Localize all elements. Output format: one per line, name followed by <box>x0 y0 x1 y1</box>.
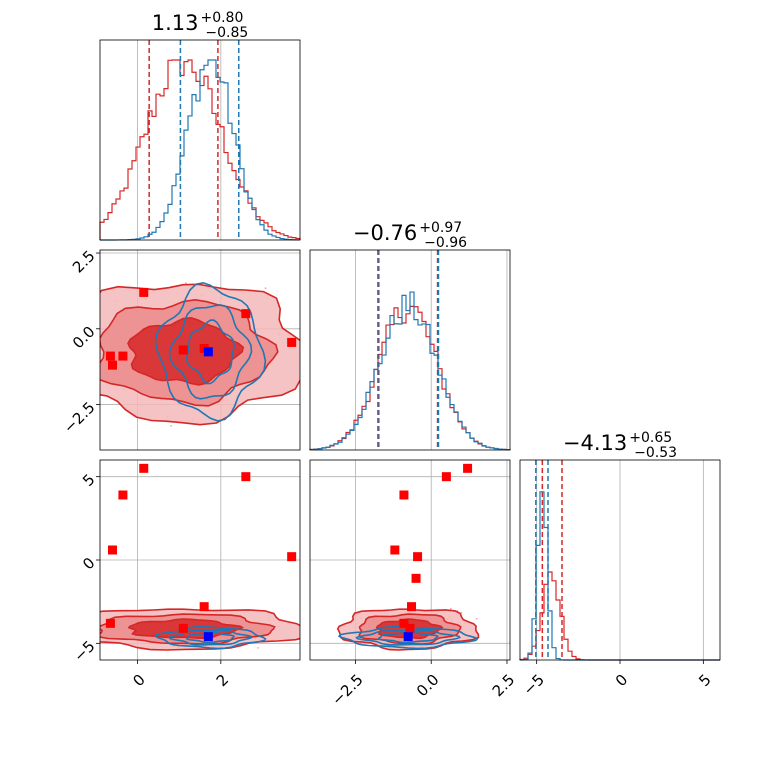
frame-0-0 <box>99 39 301 241</box>
marks-1-0 <box>83 281 313 427</box>
panel-1-1 <box>309 249 511 451</box>
title-param-0: 1.13 +0.80 −0.85 <box>152 10 249 41</box>
marks-2-0 <box>85 463 300 651</box>
marks-1-1 <box>309 250 511 451</box>
red-marker-2-0-3 <box>108 545 117 555</box>
xtick-label-1-2: 2.5 <box>489 671 519 701</box>
frame-2-1 <box>309 459 511 661</box>
sample-dot-1-0-40 <box>83 358 85 360</box>
red-marker-2-1-7 <box>407 602 417 612</box>
red-marker-2-0-0 <box>139 463 149 473</box>
marks-2-1 <box>336 463 480 651</box>
xtick-label-0-1: 2 <box>213 671 232 690</box>
hist-1-series-0 <box>309 305 511 451</box>
xtick-label-1-0: −2.5 <box>328 671 366 709</box>
red-marker-1-0-3 <box>108 360 117 370</box>
panel-2-1 <box>309 459 511 661</box>
title-param-1: −0.76 +0.97 −0.96 <box>353 220 467 251</box>
red-marker-2-1-5 <box>413 552 423 562</box>
grid-1-1 <box>355 250 508 450</box>
red-marker-2-1-2 <box>399 490 409 500</box>
frame-1-1 <box>309 249 511 451</box>
title-param-2: −4.13 +0.65 −0.53 <box>563 430 677 461</box>
hist-1-series-1 <box>309 291 511 451</box>
xtick-label-2-0: −5 <box>520 671 548 699</box>
frame-1-0 <box>99 249 301 451</box>
ytick-label-1-2: 2.5 <box>69 247 99 277</box>
truth-marker-2-1 <box>403 632 413 642</box>
sample-dot-1-0-39 <box>264 287 267 290</box>
red-marker-2-1-0 <box>463 463 473 473</box>
red-marker-2-1-3 <box>390 545 400 555</box>
red-marker-1-0-5 <box>287 337 297 347</box>
red-marker-2-0-5 <box>287 552 297 562</box>
red-marker-1-0-2 <box>118 351 128 361</box>
sample-dot-2-1-46 <box>449 607 452 610</box>
red-marker-2-1-1 <box>441 472 451 482</box>
red-marker-2-0-2 <box>118 490 128 500</box>
sample-dot-2-0-68 <box>257 646 259 649</box>
red-marker-1-0-1 <box>241 309 251 319</box>
contour-blue-2-0-1 <box>168 629 253 646</box>
truth-marker-1-0 <box>203 347 213 357</box>
grid-0-0 <box>137 40 222 240</box>
red-marker-1-0-8 <box>105 351 115 361</box>
ytick-label-1-0: −2.5 <box>60 398 98 436</box>
contour-blue-1-0-1 <box>168 304 253 400</box>
red-marker-2-1-4 <box>411 573 421 583</box>
red-marker-2-1-8 <box>399 618 409 628</box>
ytick-label-2-2: 5 <box>79 470 98 489</box>
contour-blue-2-1-2 <box>377 631 439 644</box>
red-marker-1-0-6 <box>178 345 188 355</box>
contour-blue-2-0-2 <box>185 631 235 644</box>
ytick-label-2-0: −5 <box>70 637 98 665</box>
sample-dot-1-0-78 <box>98 370 100 372</box>
contour-blue-2-1-1 <box>355 629 461 646</box>
contour-blue-1-0-2 <box>185 319 235 385</box>
panel-0-0 <box>99 39 301 241</box>
xtick-label-2-2: 5 <box>695 671 714 690</box>
red-marker-1-0-0 <box>139 287 149 297</box>
panel-2-2 <box>519 459 721 661</box>
red-marker-2-0-8 <box>105 618 115 628</box>
sample-dot-1-0-95 <box>170 425 173 427</box>
marks-0-0 <box>99 40 301 241</box>
red-marker-2-0-6 <box>178 623 188 633</box>
red-marker-2-0-4 <box>85 574 94 583</box>
xtick-label-1-1: 0.0 <box>413 671 443 701</box>
contour-blue-1-0-0 <box>154 281 267 422</box>
red-marker-2-0-1 <box>241 472 251 482</box>
ytick-label-2-1: 0 <box>79 554 98 573</box>
sample-dot-1-0-62 <box>184 282 187 284</box>
sample-dot-1-0-50 <box>311 325 313 327</box>
panel-1-0 <box>83 249 313 451</box>
truth-marker-2-0 <box>203 632 213 642</box>
ytick-label-1-1: 0.0 <box>69 323 99 353</box>
panel-2-0 <box>85 459 301 661</box>
grid-2-2 <box>536 460 704 660</box>
contour-blue-2-0-0 <box>154 625 267 650</box>
sample-dot-2-1-43 <box>475 617 478 620</box>
xtick-label-0-0: 0 <box>129 671 148 690</box>
red-marker-2-0-7 <box>199 602 209 612</box>
hist-0-series-1 <box>99 59 301 241</box>
xtick-label-2-1: 0 <box>612 671 631 690</box>
contour-blue-2-1-0 <box>337 625 479 650</box>
red-marker-2-1-6 <box>405 623 415 633</box>
